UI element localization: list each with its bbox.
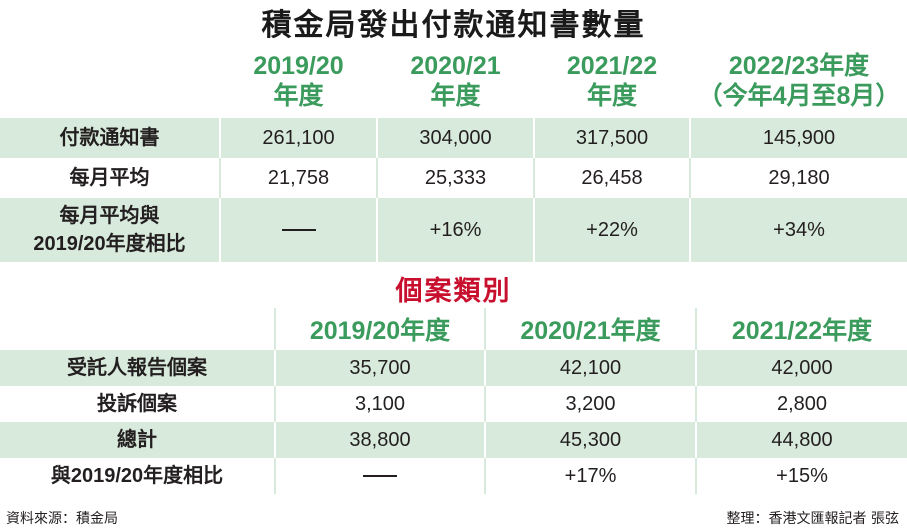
table1-col-header: 2019/20 年度: [219, 44, 377, 118]
col-header-line1: 2020/21: [410, 52, 501, 80]
table-row: 總計 38,800 45,300 44,800: [0, 422, 907, 458]
dash-mark: [281, 229, 316, 232]
table-cell: +16%: [376, 198, 534, 262]
table-cell: 2,800: [695, 386, 907, 422]
table-cell: 25,333: [376, 158, 534, 198]
table-cell: +17%: [484, 458, 696, 494]
table-row: 投訴個案 3,100 3,200 2,800: [0, 386, 907, 422]
table-cell: +22%: [533, 198, 690, 262]
row-label: 投訴個案: [0, 386, 275, 422]
table-cell: 35,700: [274, 350, 485, 386]
col-header-line2: 年度: [586, 82, 637, 110]
table2-header-row: 2019/20年度 2020/21年度 2021/22年度: [0, 308, 907, 350]
row-label-line1: 每月平均與: [59, 205, 160, 227]
table1-header-row: 2019/20 年度 2020/21 年度 2021/22 年度 2022/23…: [0, 44, 907, 118]
col-header-line2: （今年4月至8月）: [697, 82, 901, 110]
table2-col-header: 2020/21年度: [484, 308, 696, 350]
table-row: 受託人報告個案 35,700 42,100 42,000: [0, 350, 907, 386]
table-cell: 317,500: [533, 118, 690, 158]
col-header-line1: 2022/23年度: [728, 52, 870, 80]
table1-col-header: 2022/23年度 （今年4月至8月）: [689, 44, 907, 118]
table-cell: +34%: [689, 198, 907, 262]
table1-col-header: 2021/22 年度: [533, 44, 690, 118]
table-cell: 42,100: [484, 350, 696, 386]
row-label: 每月平均與 2019/20年度相比: [0, 198, 220, 262]
table-cell: 3,200: [484, 386, 696, 422]
dash-mark: [363, 475, 397, 478]
case-category-table: 2019/20年度 2020/21年度 2021/22年度 受託人報告個案 35…: [0, 308, 907, 494]
source-note: 資料來源：積金局: [6, 511, 118, 527]
credit-note: 整理：香港文匯報記者 張弦: [726, 511, 899, 527]
table1-col-header: 2020/21 年度: [376, 44, 534, 118]
table-cell: 304,000: [376, 118, 534, 158]
table2-col-header: 2019/20年度: [274, 308, 485, 350]
table-cell: 38,800: [274, 422, 485, 458]
table-row: 付款通知書 261,100 304,000 317,500 145,900: [0, 118, 907, 158]
row-label: 與2019/20年度相比: [0, 458, 275, 494]
table-row: 每月平均與 2019/20年度相比 +16% +22% +34%: [0, 198, 907, 262]
row-label: 付款通知書: [0, 118, 220, 158]
table-cell: 26,458: [533, 158, 690, 198]
table-cell: 145,900: [689, 118, 907, 158]
table-cell: 44,800: [695, 422, 907, 458]
table-cell: 261,100: [219, 118, 377, 158]
table-cell: 42,000: [695, 350, 907, 386]
section-title: 個案類別: [395, 275, 512, 307]
table1-corner-cell: [0, 44, 220, 118]
row-label: 每月平均: [0, 158, 220, 198]
table-row: 每月平均 21,758 25,333 26,458 29,180: [0, 158, 907, 198]
payment-notice-table: 2019/20 年度 2020/21 年度 2021/22 年度 2022/23…: [0, 44, 907, 262]
table-cell: 45,300: [484, 422, 696, 458]
col-header-line2: 年度: [430, 82, 481, 110]
table-cell: 29,180: [689, 158, 907, 198]
table-cell-dash: [219, 198, 377, 262]
table-row: 與2019/20年度相比 +17% +15%: [0, 458, 907, 494]
table-cell: 21,758: [219, 158, 377, 198]
col-header-line1: 2019/20: [253, 52, 344, 80]
col-header-line1: 2021/22: [566, 52, 658, 80]
row-label: 總計: [0, 422, 275, 458]
main-title: 積金局發出付款通知書數量: [261, 8, 646, 43]
table-cell: +15%: [695, 458, 907, 494]
row-label: 受託人報告個案: [0, 350, 275, 386]
table2-corner-cell: [0, 308, 275, 350]
table2-col-header: 2021/22年度: [695, 308, 907, 350]
row-label-line2: 2019/20年度相比: [33, 233, 186, 255]
table-cell: 3,100: [274, 386, 485, 422]
table-cell-dash: [274, 458, 485, 494]
col-header-line2: 年度: [273, 82, 324, 110]
